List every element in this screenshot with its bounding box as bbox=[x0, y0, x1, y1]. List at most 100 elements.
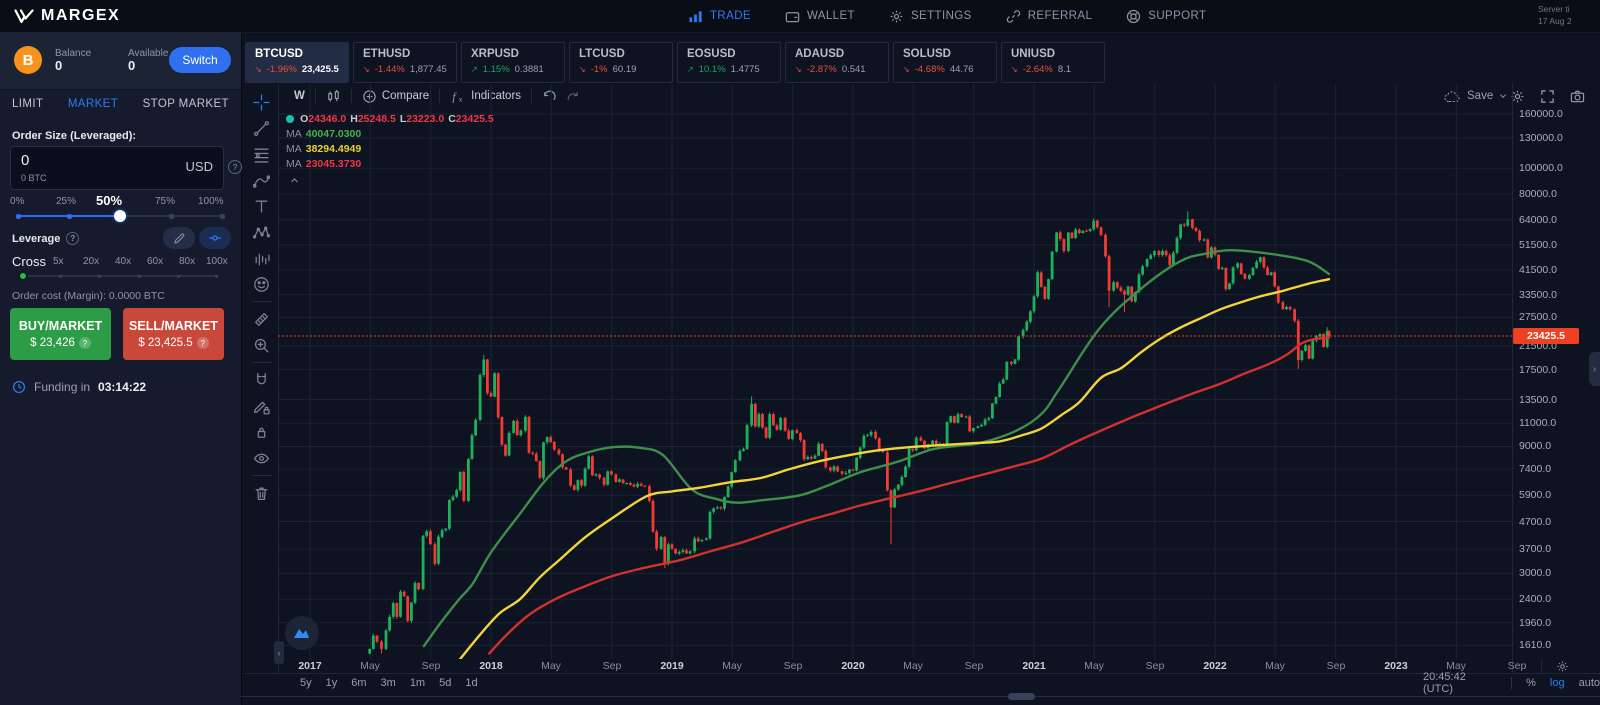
size-mark-100%[interactable]: 100% bbox=[198, 196, 224, 207]
price-chart[interactable] bbox=[278, 84, 1512, 659]
range-6m[interactable]: 6m bbox=[351, 677, 367, 689]
margex-logo[interactable]: MARGEX bbox=[14, 7, 120, 25]
leverage-slider-button[interactable] bbox=[199, 227, 231, 249]
leverage-mark-40x[interactable]: 40x bbox=[115, 256, 132, 267]
ticker-tab-ETHUSD[interactable]: ETHUSD ↘ -1.44% 1,877.45 bbox=[353, 42, 457, 83]
nav-item-settings[interactable]: SETTINGS bbox=[889, 9, 972, 24]
redo-button[interactable] bbox=[565, 89, 580, 104]
margin-mode-selector[interactable]: Cross bbox=[12, 254, 46, 269]
size-mark-0%[interactable]: 0% bbox=[10, 196, 25, 207]
tool-curve[interactable] bbox=[249, 167, 275, 193]
x-axis-label: 2018 bbox=[479, 660, 503, 672]
auto-scale-button[interactable]: auto bbox=[1578, 677, 1600, 689]
toolbar-collapse-button[interactable]: ‹ bbox=[274, 641, 284, 664]
size-mark-50%[interactable]: 50% bbox=[96, 193, 123, 208]
time-axis-settings-button[interactable] bbox=[1556, 660, 1569, 673]
size-mark-75%[interactable]: 75% bbox=[155, 196, 176, 207]
leverage-mark-5x[interactable]: 5x bbox=[53, 256, 64, 267]
leverage-help-icon[interactable]: ? bbox=[66, 232, 80, 245]
size-slider[interactable] bbox=[16, 210, 225, 222]
y-axis-label: 7400.0 bbox=[1519, 463, 1552, 475]
range-5d[interactable]: 5d bbox=[439, 677, 452, 689]
range-1d[interactable]: 1d bbox=[465, 677, 478, 689]
tool-magnet[interactable] bbox=[249, 367, 275, 393]
fullscreen-button[interactable] bbox=[1540, 89, 1555, 104]
undo-button[interactable] bbox=[542, 89, 557, 104]
ticker-tab-EOSUSD[interactable]: EOSUSD ↗ 10.1% 1.4775 bbox=[677, 42, 781, 83]
range-1m[interactable]: 1m bbox=[409, 677, 426, 689]
lock-all-icon bbox=[257, 427, 266, 438]
chart-bottom-bar: 5y 1y 6m 3m 1m 5d 1d 20:45:42 (UTC) % log auto bbox=[245, 671, 1600, 695]
ticker-tab-BTCUSD[interactable]: BTCUSD ↘ -1.96% 23,425.5 bbox=[245, 42, 349, 83]
tool-forecast[interactable] bbox=[249, 245, 275, 271]
ticker-tab-ADAUSD[interactable]: ADAUSD ↘ -2.87% 0.541 bbox=[785, 42, 889, 83]
nav-item-wallet[interactable]: WALLET bbox=[785, 9, 855, 24]
tool-hide-all[interactable] bbox=[249, 445, 275, 471]
leverage-slider[interactable] bbox=[18, 271, 218, 281]
ticker-tabs: BTCUSD ↘ -1.96% 23,425.5 ETHUSD ↘ -1.44% 1,877.… bbox=[245, 42, 1105, 83]
interval-button[interactable]: W bbox=[294, 90, 305, 102]
ticker-tab-XRPUSD[interactable]: XRPUSD ↗ 1.15% 0.3881 bbox=[461, 42, 565, 83]
fib-retracement-icon bbox=[254, 148, 269, 163]
clock-utc[interactable]: 20:45:42 (UTC) bbox=[1423, 671, 1466, 695]
tool-remove-all[interactable] bbox=[249, 480, 275, 506]
leverage-mark-60x[interactable]: 60x bbox=[147, 256, 164, 267]
x-axis-label: May bbox=[1265, 660, 1285, 672]
y-axis-label: 3700.0 bbox=[1519, 543, 1552, 555]
y-axis-label: 3000.0 bbox=[1519, 567, 1552, 579]
range-3m[interactable]: 3m bbox=[380, 677, 396, 689]
tool-lock-all[interactable] bbox=[249, 419, 275, 445]
time-axis[interactable]: 2017 May Sep 2018 May Sep 2019 May Sep 2020 May Sep… bbox=[278, 659, 1540, 673]
nav-item-referral[interactable]: REFERRAL bbox=[1006, 9, 1093, 24]
ticker-tab-LTCUSD[interactable]: LTCUSD ↘ -1% 60.19 bbox=[569, 42, 673, 83]
panel-resize-handle[interactable] bbox=[1008, 693, 1035, 700]
amount-value[interactable]: 0 bbox=[21, 152, 30, 169]
range-5y[interactable]: 5y bbox=[300, 677, 312, 689]
link-icon bbox=[1006, 9, 1021, 24]
tool-fib-retracement[interactable] bbox=[249, 141, 275, 167]
ticker-tab-SOLUSD[interactable]: SOLUSD ↘ -4.68% 44.76 bbox=[893, 42, 997, 83]
leverage-mark-20x[interactable]: 20x bbox=[83, 256, 100, 267]
tool-drawing-lock[interactable] bbox=[249, 393, 275, 419]
right-panel-expand-button[interactable]: › bbox=[1589, 352, 1600, 386]
leverage-slider-handle[interactable] bbox=[18, 271, 28, 281]
switch-button[interactable]: Switch bbox=[169, 47, 231, 73]
tab-stop-market[interactable]: STOP MARKET bbox=[142, 98, 229, 110]
order-size-help-icon[interactable]: ? bbox=[228, 160, 242, 174]
ticker-tab-UNIUSD[interactable]: UNIUSD ↘ -2.64% 8.1 bbox=[1001, 42, 1105, 83]
percent-scale-button[interactable]: % bbox=[1526, 677, 1536, 689]
chart-style-button[interactable] bbox=[326, 89, 341, 104]
compare-button[interactable]: Compare bbox=[362, 89, 429, 104]
x-axis-label: Sep bbox=[602, 660, 622, 672]
tool-zoom-in[interactable] bbox=[249, 332, 275, 358]
screenshot-button[interactable] bbox=[1570, 89, 1585, 104]
tab-market[interactable]: MARKET bbox=[67, 98, 119, 110]
tab-limit[interactable]: LIMIT bbox=[12, 98, 44, 110]
tool-text[interactable] bbox=[249, 193, 275, 219]
size-mark-25%[interactable]: 25% bbox=[56, 196, 77, 207]
tool-crosshair[interactable] bbox=[249, 89, 275, 115]
tool-emoji[interactable] bbox=[249, 271, 275, 297]
clock-icon bbox=[12, 380, 26, 394]
tool-ruler[interactable] bbox=[249, 306, 275, 332]
tool-trend-line[interactable] bbox=[249, 115, 275, 141]
sell-market-button[interactable]: SELL/MARKET $ 23,425.5? bbox=[123, 308, 224, 360]
nav-item-trade[interactable]: TRADE bbox=[688, 9, 751, 24]
leverage-mark-80x[interactable]: 80x bbox=[179, 256, 196, 267]
leverage-mark-100x[interactable]: 100x bbox=[206, 256, 228, 267]
log-scale-button[interactable]: log bbox=[1549, 677, 1565, 689]
size-slider-handle[interactable] bbox=[114, 210, 126, 222]
price-axis[interactable]: 160000.0 130000.0 100000.0 80000.0 64000.0 51… bbox=[1512, 84, 1600, 673]
drawing-toolbar bbox=[245, 84, 279, 673]
order-amount-field[interactable]: 0 0 BTC USD bbox=[10, 146, 224, 190]
gear-icon bbox=[889, 9, 904, 24]
legend-collapse-button[interactable] bbox=[286, 174, 302, 186]
tool-xabcd-pattern[interactable] bbox=[249, 219, 275, 245]
buy-market-button[interactable]: BUY/MARKET $ 23,426? bbox=[10, 308, 111, 360]
leverage-edit-button[interactable] bbox=[163, 227, 195, 249]
nav-item-support[interactable]: SUPPORT bbox=[1126, 9, 1206, 24]
tradingview-watermark[interactable] bbox=[285, 616, 319, 650]
save-button[interactable]: Save bbox=[1444, 89, 1508, 103]
range-1y[interactable]: 1y bbox=[325, 677, 338, 689]
